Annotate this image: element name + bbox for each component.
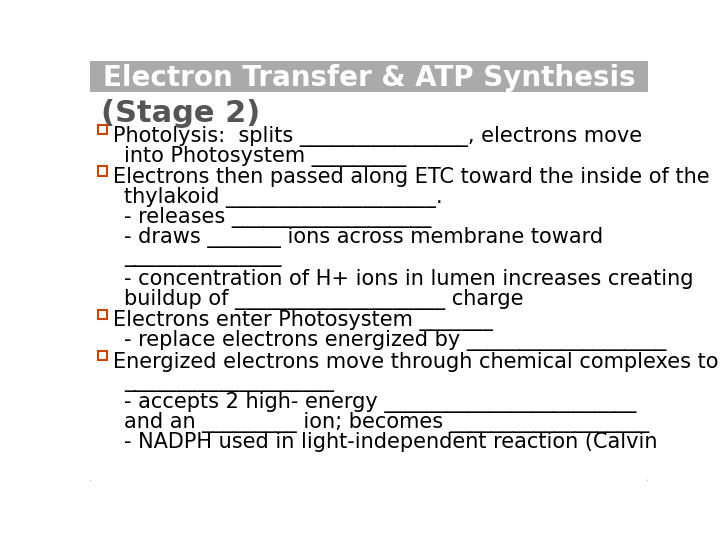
Text: Electrons then passed along ETC toward the inside of the: Electrons then passed along ETC toward t… [113, 167, 710, 187]
Text: Photolysis:  splits ________________, electrons move: Photolysis: splits ________________, ele… [113, 126, 642, 147]
Text: Electrons enter Photosystem _______: Electrons enter Photosystem _______ [113, 310, 493, 332]
Text: Electron Transfer & ATP Synthesis: Electron Transfer & ATP Synthesis [103, 64, 635, 92]
Text: buildup of ____________________ charge: buildup of ____________________ charge [124, 289, 523, 310]
Bar [98, 125, 107, 134]
Text: - accepts 2 high- energy ________________________: - accepts 2 high- energy _______________… [124, 392, 636, 413]
Bar [98, 309, 107, 319]
Text: - releases ___________________: - releases ___________________ [124, 207, 431, 228]
FancyBboxPatch shape [89, 88, 649, 484]
Text: into Photosystem _________: into Photosystem _________ [124, 146, 406, 167]
Text: - replace electrons energized by ___________________: - replace electrons energized by _______… [124, 330, 667, 352]
Text: (Stage 2): (Stage 2) [101, 99, 260, 127]
Text: - draws _______ ions across membrane toward: - draws _______ ions across membrane tow… [124, 227, 603, 248]
Text: - NADPH used in light-independent reaction (Calvin: - NADPH used in light-independent reacti… [124, 432, 657, 452]
Text: Energized electrons move through chemical complexes to: Energized electrons move through chemica… [113, 352, 719, 372]
Text: - concentration of H+ ions in lumen increases creating: - concentration of H+ ions in lumen incr… [124, 269, 693, 289]
Bar [98, 166, 107, 176]
Text: thylakoid ____________________.: thylakoid ____________________. [124, 187, 443, 208]
Text: _______________: _______________ [124, 247, 282, 267]
Bar [98, 351, 107, 361]
Bar [90, 61, 648, 92]
Text: ____________________: ____________________ [124, 372, 334, 392]
Text: and an _________ ion; becomes ___________________: and an _________ ion; becomes __________… [124, 412, 649, 433]
